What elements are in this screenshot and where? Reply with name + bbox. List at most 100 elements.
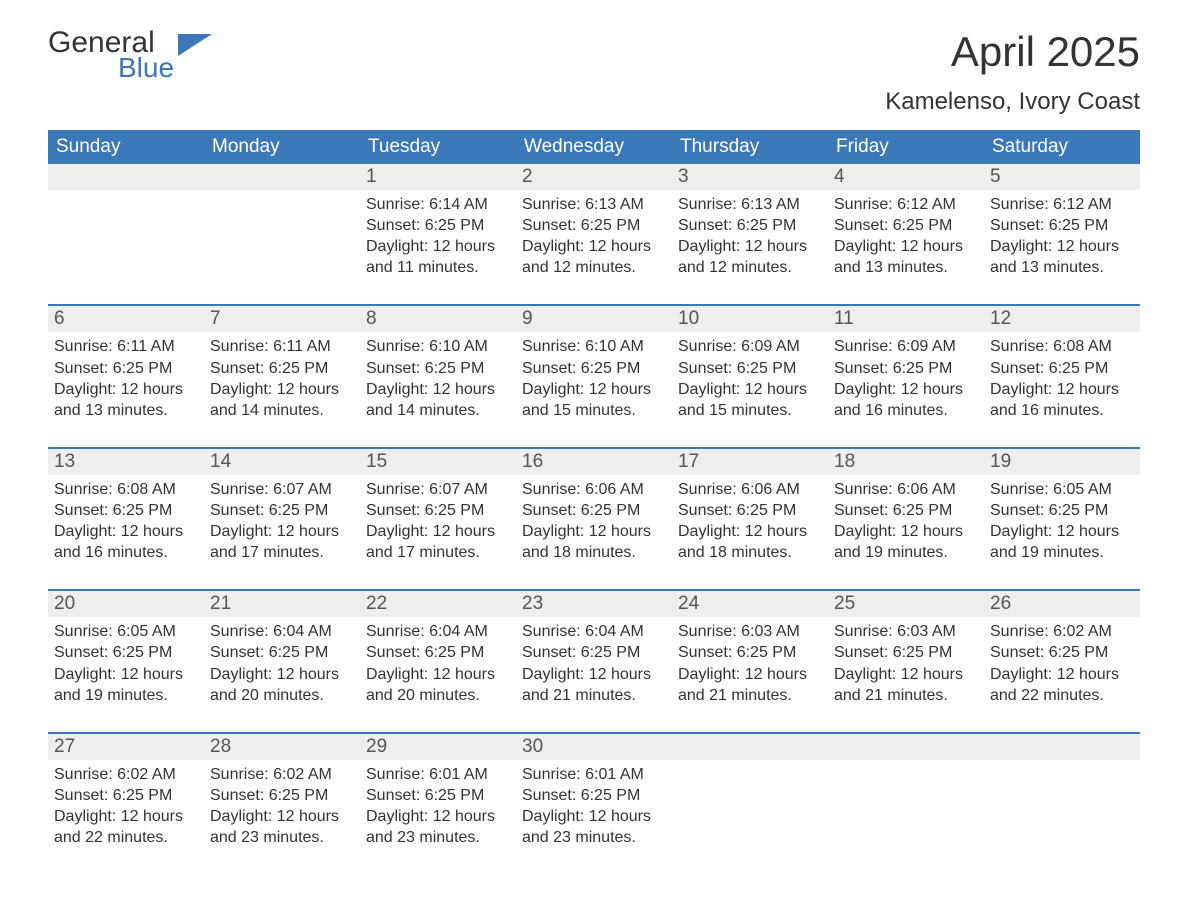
sunrise-text: Sunrise: 6:10 AM (522, 336, 666, 357)
weekday-header: Tuesday (360, 130, 516, 164)
sunrise-text: Sunrise: 6:09 AM (678, 336, 822, 357)
day-cell: Sunrise: 6:12 AMSunset: 6:25 PMDaylight:… (828, 190, 984, 278)
sunset-text: Sunset: 6:25 PM (54, 500, 198, 521)
week-row: 12345Sunrise: 6:14 AMSunset: 6:25 PMDayl… (48, 164, 1140, 278)
daylight-text: Daylight: 12 hours and 17 minutes. (366, 521, 510, 563)
day-number: 28 (204, 734, 360, 760)
daylight-text: Daylight: 12 hours and 13 minutes. (54, 379, 198, 421)
day-cell: Sunrise: 6:10 AMSunset: 6:25 PMDaylight:… (516, 332, 672, 420)
sunset-text: Sunset: 6:25 PM (522, 215, 666, 236)
sunrise-text: Sunrise: 6:01 AM (366, 764, 510, 785)
sunset-text: Sunset: 6:25 PM (834, 215, 978, 236)
day-number (48, 164, 204, 190)
daylight-text: Daylight: 12 hours and 20 minutes. (210, 664, 354, 706)
daynum-strip: 27282930 (48, 734, 1140, 760)
sunrise-text: Sunrise: 6:06 AM (678, 479, 822, 500)
logo-flag-icon (178, 34, 212, 60)
sunrise-text: Sunrise: 6:07 AM (210, 479, 354, 500)
sunset-text: Sunset: 6:25 PM (210, 500, 354, 521)
title-block: April 2025 Kamelenso, Ivory Coast (885, 28, 1140, 126)
sunrise-text: Sunrise: 6:01 AM (522, 764, 666, 785)
daylight-text: Daylight: 12 hours and 21 minutes. (834, 664, 978, 706)
daynum-strip: 6789101112 (48, 306, 1140, 332)
daylight-text: Daylight: 12 hours and 23 minutes. (210, 806, 354, 848)
sunset-text: Sunset: 6:25 PM (678, 358, 822, 379)
sunset-text: Sunset: 6:25 PM (522, 358, 666, 379)
daylight-text: Daylight: 12 hours and 13 minutes. (834, 236, 978, 278)
sunrise-text: Sunrise: 6:10 AM (366, 336, 510, 357)
day-cell: Sunrise: 6:08 AMSunset: 6:25 PMDaylight:… (984, 332, 1140, 420)
day-number: 22 (360, 591, 516, 617)
sunrise-text: Sunrise: 6:06 AM (522, 479, 666, 500)
sunset-text: Sunset: 6:25 PM (366, 500, 510, 521)
day-number: 24 (672, 591, 828, 617)
day-number: 13 (48, 449, 204, 475)
day-cell: Sunrise: 6:05 AMSunset: 6:25 PMDaylight:… (984, 475, 1140, 563)
sunset-text: Sunset: 6:25 PM (834, 358, 978, 379)
sunset-text: Sunset: 6:25 PM (834, 500, 978, 521)
sunset-text: Sunset: 6:25 PM (366, 642, 510, 663)
sunrise-text: Sunrise: 6:03 AM (678, 621, 822, 642)
sunrise-text: Sunrise: 6:03 AM (834, 621, 978, 642)
day-number (672, 734, 828, 760)
sunset-text: Sunset: 6:25 PM (990, 642, 1134, 663)
day-number: 26 (984, 591, 1140, 617)
sunset-text: Sunset: 6:25 PM (54, 358, 198, 379)
sunset-text: Sunset: 6:25 PM (210, 358, 354, 379)
day-cell (984, 760, 1140, 848)
daylight-text: Daylight: 12 hours and 16 minutes. (990, 379, 1134, 421)
daylight-text: Daylight: 12 hours and 22 minutes. (990, 664, 1134, 706)
day-number (984, 734, 1140, 760)
day-number: 12 (984, 306, 1140, 332)
sunset-text: Sunset: 6:25 PM (678, 642, 822, 663)
weekday-header: Friday (828, 130, 984, 164)
day-cell: Sunrise: 6:14 AMSunset: 6:25 PMDaylight:… (360, 190, 516, 278)
weekday-header: Saturday (984, 130, 1140, 164)
day-cell: Sunrise: 6:01 AMSunset: 6:25 PMDaylight:… (360, 760, 516, 848)
day-cell: Sunrise: 6:13 AMSunset: 6:25 PMDaylight:… (672, 190, 828, 278)
sunset-text: Sunset: 6:25 PM (210, 642, 354, 663)
sunrise-text: Sunrise: 6:07 AM (366, 479, 510, 500)
day-number: 14 (204, 449, 360, 475)
day-cell: Sunrise: 6:11 AMSunset: 6:25 PMDaylight:… (48, 332, 204, 420)
sunrise-text: Sunrise: 6:02 AM (210, 764, 354, 785)
day-cell: Sunrise: 6:12 AMSunset: 6:25 PMDaylight:… (984, 190, 1140, 278)
daylight-text: Daylight: 12 hours and 15 minutes. (522, 379, 666, 421)
daylight-text: Daylight: 12 hours and 23 minutes. (522, 806, 666, 848)
day-number: 5 (984, 164, 1140, 190)
day-cell: Sunrise: 6:04 AMSunset: 6:25 PMDaylight:… (204, 617, 360, 705)
daylight-text: Daylight: 12 hours and 16 minutes. (834, 379, 978, 421)
weekday-header: Sunday (48, 130, 204, 164)
sunrise-text: Sunrise: 6:08 AM (990, 336, 1134, 357)
day-cell: Sunrise: 6:02 AMSunset: 6:25 PMDaylight:… (984, 617, 1140, 705)
page-title: April 2025 (885, 28, 1140, 76)
day-cell: Sunrise: 6:09 AMSunset: 6:25 PMDaylight:… (672, 332, 828, 420)
page-header: General Blue April 2025 Kamelenso, Ivory… (48, 28, 1140, 126)
week-row: 20212223242526Sunrise: 6:05 AMSunset: 6:… (48, 589, 1140, 705)
daylight-text: Daylight: 12 hours and 23 minutes. (366, 806, 510, 848)
day-number: 7 (204, 306, 360, 332)
week-row: 13141516171819Sunrise: 6:08 AMSunset: 6:… (48, 447, 1140, 563)
day-number: 8 (360, 306, 516, 332)
sunset-text: Sunset: 6:25 PM (678, 500, 822, 521)
sunrise-text: Sunrise: 6:05 AM (990, 479, 1134, 500)
sunset-text: Sunset: 6:25 PM (522, 785, 666, 806)
sunrise-text: Sunrise: 6:08 AM (54, 479, 198, 500)
sunset-text: Sunset: 6:25 PM (522, 642, 666, 663)
sunrise-text: Sunrise: 6:04 AM (210, 621, 354, 642)
day-cell: Sunrise: 6:06 AMSunset: 6:25 PMDaylight:… (828, 475, 984, 563)
sunset-text: Sunset: 6:25 PM (54, 785, 198, 806)
day-cell: Sunrise: 6:03 AMSunset: 6:25 PMDaylight:… (828, 617, 984, 705)
day-number (204, 164, 360, 190)
daylight-text: Daylight: 12 hours and 15 minutes. (678, 379, 822, 421)
daylight-text: Daylight: 12 hours and 19 minutes. (54, 664, 198, 706)
weekday-header: Monday (204, 130, 360, 164)
weekday-header-row: Sunday Monday Tuesday Wednesday Thursday… (48, 130, 1140, 164)
daylight-text: Daylight: 12 hours and 18 minutes. (678, 521, 822, 563)
sunset-text: Sunset: 6:25 PM (522, 500, 666, 521)
sunrise-text: Sunrise: 6:02 AM (54, 764, 198, 785)
day-number: 9 (516, 306, 672, 332)
day-cell (204, 190, 360, 278)
sunset-text: Sunset: 6:25 PM (366, 785, 510, 806)
sunset-text: Sunset: 6:25 PM (366, 215, 510, 236)
